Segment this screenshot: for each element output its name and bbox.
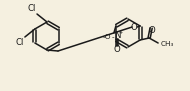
Text: CH₃: CH₃ — [161, 41, 174, 47]
Text: Cl: Cl — [28, 4, 36, 13]
Text: O: O — [149, 26, 155, 35]
Text: O: O — [113, 44, 120, 54]
Text: -O: -O — [103, 34, 111, 40]
Text: -: - — [112, 34, 114, 40]
Text: N: N — [114, 31, 120, 40]
Text: +: + — [119, 30, 123, 35]
Text: O: O — [131, 22, 138, 31]
Text: Cl: Cl — [16, 38, 24, 47]
